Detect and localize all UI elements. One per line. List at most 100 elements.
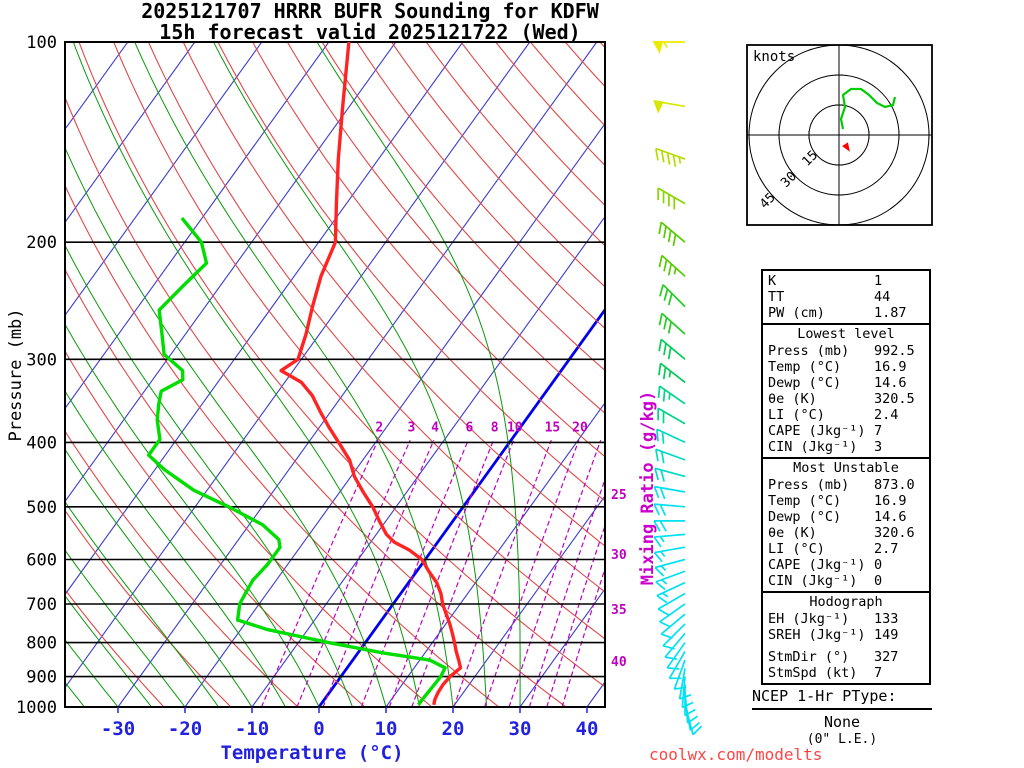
wind-barb (655, 570, 686, 591)
stat-value: 16.9 (874, 359, 907, 375)
svg-text:8: 8 (491, 420, 499, 435)
svg-text:-30: -30 (101, 718, 135, 740)
stat-value: 992.5 (874, 343, 915, 359)
stat-label: CIN (Jkg⁻¹) (768, 573, 858, 589)
chart-title: 2025121707 HRRR BUFR Sounding for KDFW (141, 0, 599, 23)
section-title-hodograph: Hodograph (763, 591, 929, 611)
wind-barb (658, 221, 686, 247)
ptype-note: (0" L.E.) (806, 732, 878, 747)
wind-barb (659, 284, 686, 308)
wind-barb (653, 503, 686, 516)
wind-barb (654, 558, 686, 577)
wind-barb (656, 428, 686, 444)
svg-text:30: 30 (509, 718, 532, 740)
stat-label: StmDir (°) (768, 649, 850, 665)
stat-label: K (768, 273, 777, 289)
wind-barb (654, 467, 686, 482)
wind-barb (658, 338, 686, 360)
stat-label: EH (Jkg⁻¹) (768, 611, 850, 627)
svg-text:15: 15 (545, 420, 561, 435)
stat-value: 44 (874, 289, 891, 305)
wind-barb (658, 362, 686, 384)
section-title-lowest-level: Lowest level (763, 323, 929, 343)
stat-value: 2.7 (874, 541, 899, 557)
svg-text:3: 3 (407, 420, 415, 435)
stat-row: CIN (Jkg⁻¹) 3 (763, 439, 929, 455)
stat-row: Dewp (°C) 14.6 (763, 509, 929, 525)
stat-row: CIN (Jkg⁻¹) 0 (763, 573, 929, 589)
wind-barb (659, 603, 686, 628)
stat-label: θe (K) (768, 391, 817, 407)
wind-barb (658, 312, 686, 335)
svg-text:800: 800 (26, 634, 57, 654)
stat-value: 16.9 (874, 493, 907, 509)
svg-text:10: 10 (375, 718, 398, 740)
stat-row: Temp (°C) 16.9 (763, 493, 929, 509)
svg-text:-10: -10 (235, 718, 269, 740)
ptype-block: NCEP 1-Hr PType: None (0" L.E.) (752, 687, 932, 747)
svg-text:100: 100 (26, 33, 57, 53)
wind-barb (653, 485, 686, 500)
wind-barb-column (652, 41, 703, 736)
wind-barb (655, 147, 686, 167)
stat-value: 0 (874, 557, 883, 573)
svg-text:600: 600 (26, 551, 57, 571)
stat-value: 3 (874, 439, 883, 455)
stat-row: StmSpd (kt) 7 (763, 665, 929, 681)
svg-text:900: 900 (26, 668, 57, 688)
chart-subtitle: 15h forecast valid 2025121722 (Wed) (159, 20, 581, 44)
stat-label: θe (K) (768, 525, 817, 541)
stat-label: Temp (°C) (768, 359, 842, 375)
dewpoint-profile-line (146, 217, 447, 706)
wind-barb (678, 668, 692, 700)
wind-barb (657, 407, 686, 425)
plot-frame (64, 41, 606, 708)
ptype-title: NCEP 1-Hr PType: (752, 687, 932, 710)
section-title-most-unstable: Most Unstable (763, 457, 929, 477)
stat-row: LI (°C) 2.7 (763, 541, 929, 557)
svg-text:2: 2 (375, 420, 383, 435)
svg-text:20: 20 (572, 420, 588, 435)
stat-row: Dewp (°C) 14.6 (763, 375, 929, 391)
stat-label: CAPE (Jkg⁻¹) (768, 557, 866, 573)
stat-row: PW (cm) 1.87 (763, 305, 929, 321)
stat-row: Press (mb) 873.0 (763, 477, 929, 493)
svg-text:1000: 1000 (16, 698, 57, 718)
wind-barb (653, 99, 686, 114)
svg-text:500: 500 (26, 498, 57, 518)
stat-label: Temp (°C) (768, 493, 842, 509)
svg-text:20: 20 (442, 718, 465, 740)
svg-text:6: 6 (465, 420, 473, 435)
pressure-axis-label: Pressure (mb) (6, 308, 26, 442)
stat-value: 2.4 (874, 407, 899, 423)
stat-value: 7 (874, 423, 883, 439)
wind-barb (656, 581, 686, 604)
watermark: coolwx.com/modelts (649, 745, 823, 764)
stat-label: PW (cm) (768, 305, 825, 321)
stat-row: θe (K) 320.6 (763, 525, 929, 541)
dry-adiabat-lines (65, 42, 605, 707)
temperature-profile-line (279, 42, 463, 706)
stat-row: LI (°C) 2.4 (763, 407, 929, 423)
stat-label: Dewp (°C) (768, 375, 842, 391)
stat-label: Press (mb) (768, 343, 850, 359)
mixing-ratio-axis-label: Mixing Ratio (g/kg) (638, 390, 658, 586)
stat-label: LI (°C) (768, 541, 825, 557)
stat-value: 149 (874, 627, 899, 643)
stat-value: 14.6 (874, 375, 907, 391)
stat-value: 14.6 (874, 509, 907, 525)
stat-row: TT 44 (763, 289, 929, 305)
wind-barb (684, 684, 696, 717)
svg-text:40: 40 (611, 655, 627, 670)
stat-label: StmSpd (kt) (768, 665, 858, 681)
stat-row: Press (mb) 992.5 (763, 343, 929, 359)
stat-value: 873.0 (874, 477, 915, 493)
wind-barb (653, 520, 685, 532)
stat-label: Press (mb) (768, 477, 850, 493)
stat-row: SREH (Jkg⁻¹) 149 (763, 627, 929, 643)
hodograph-trace (839, 87, 897, 130)
